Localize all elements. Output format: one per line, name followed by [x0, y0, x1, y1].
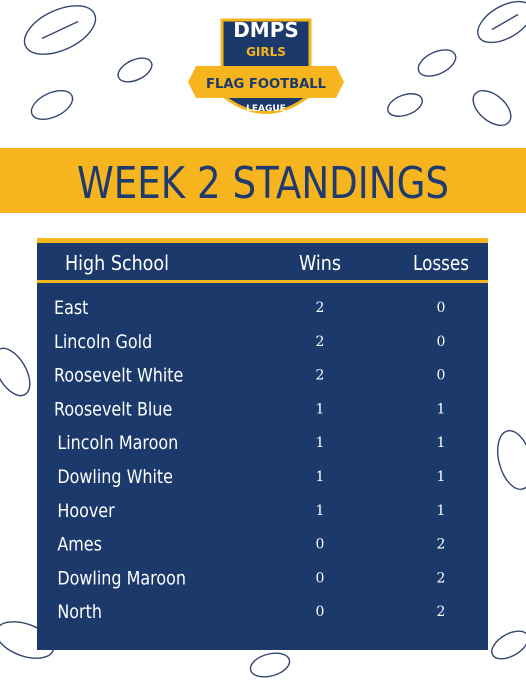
wins: 1	[316, 469, 325, 485]
logo-line: FLAG FOOTBALL	[206, 77, 326, 92]
school-name: Hoover	[57, 501, 115, 523]
table-box	[37, 238, 488, 650]
logo-line: LEAGUE	[246, 104, 286, 114]
losses: 0	[437, 334, 446, 350]
school-name: Lincoln Gold	[54, 332, 152, 354]
title: WEEK 2 STANDINGS	[77, 158, 449, 209]
losses: 1	[437, 503, 446, 519]
column-header: Losses	[413, 251, 469, 275]
losses: 2	[437, 604, 446, 620]
losses: 1	[437, 435, 446, 451]
school-name: Dowling Maroon	[57, 568, 186, 590]
wins: 0	[316, 570, 325, 586]
header-rule	[37, 280, 488, 283]
losses: 0	[437, 300, 446, 316]
wins: 2	[316, 368, 325, 384]
wins: 2	[316, 300, 325, 316]
school-name: Ames	[57, 534, 102, 556]
wins: 1	[316, 401, 325, 417]
wins: 2	[316, 334, 325, 350]
table-stripe	[37, 238, 488, 243]
logo: DMPS GIRLS FLAG FOOTBALL LEAGUE	[188, 18, 344, 114]
losses: 1	[437, 401, 446, 417]
logo-line: DMPS	[233, 18, 299, 42]
school-name: Dowling White	[57, 467, 173, 489]
wins: 1	[316, 435, 325, 451]
wins: 0	[316, 537, 325, 553]
column-header: Wins	[299, 251, 341, 275]
table: High School Wins Losses East 2 0 Lincoln Gold 2…	[54, 251, 469, 624]
wins: 0	[316, 604, 325, 620]
wins: 1	[316, 503, 325, 519]
school-name: Lincoln Maroon	[57, 433, 178, 455]
losses: 2	[437, 570, 446, 586]
school-name: Roosevelt Blue	[54, 399, 172, 421]
school-name: East	[54, 298, 89, 320]
losses: 1	[437, 469, 446, 485]
logo-line: GIRLS	[246, 45, 286, 59]
school-name: Roosevelt White	[54, 365, 183, 387]
column-header: High School	[65, 251, 169, 275]
losses: 2	[437, 537, 446, 553]
school-name: North	[57, 602, 102, 624]
title-banner	[0, 148, 526, 213]
losses: 0	[437, 368, 446, 384]
